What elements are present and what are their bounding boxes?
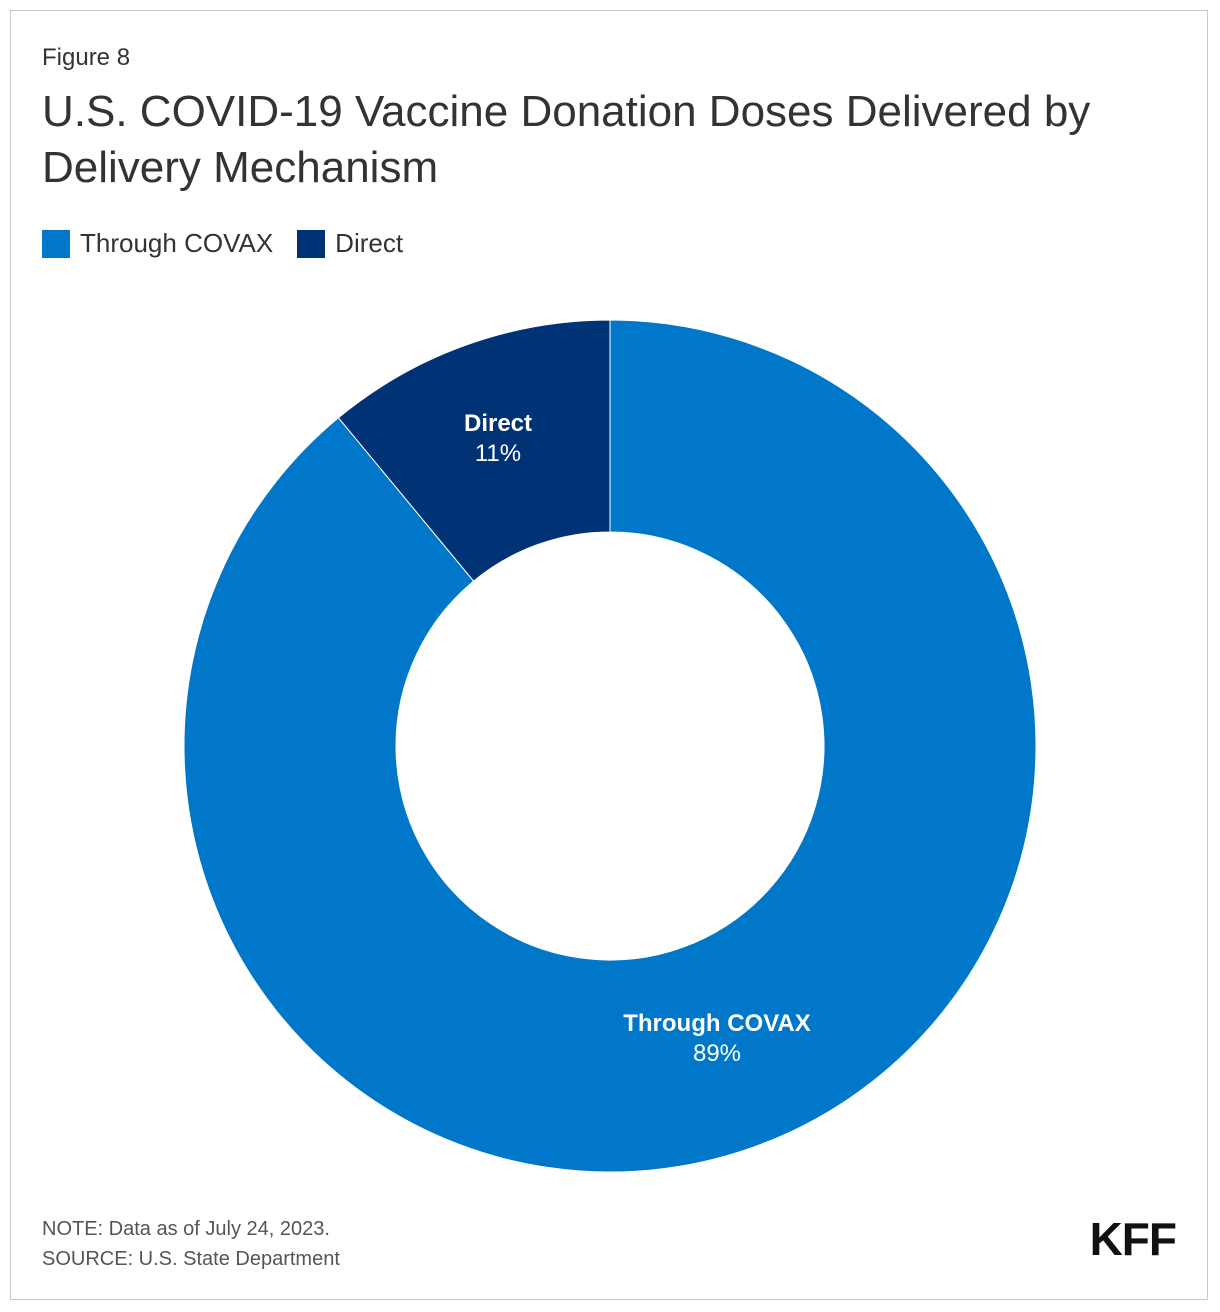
figure-frame	[10, 10, 1208, 1300]
legend-item-through-covax: Through COVAX	[42, 228, 273, 259]
legend-swatch-through-covax	[42, 229, 70, 258]
footer-note: NOTE: Data as of July 24, 2023.	[42, 1218, 330, 1240]
slice-label-through-covax: Through COVAX	[623, 1010, 811, 1037]
legend-swatch-direct	[297, 229, 326, 258]
legend-item-direct: Direct	[297, 228, 403, 259]
slice-label-direct: Direct	[464, 410, 532, 437]
slice-value-direct: 11%	[475, 440, 521, 467]
legend: Through COVAX Direct	[42, 228, 427, 259]
slice-value-through-covax: 89%	[693, 1040, 741, 1067]
figure-label: Figure 8	[42, 44, 131, 71]
footer: NOTE: Data as of July 24, 2023. SOURCE: …	[42, 1214, 340, 1274]
footer-source: SOURCE: U.S. State Department	[42, 1248, 340, 1270]
kff-logo: KFF	[1089, 1213, 1177, 1265]
chart-title: U.S. COVID-19 Vaccine Donation Doses Del…	[42, 87, 1091, 192]
legend-label-direct: Direct	[335, 228, 404, 258]
slice-through-covax	[183, 319, 1037, 1173]
legend-label-through-covax: Through COVAX	[80, 228, 274, 258]
slice-direct	[337, 319, 611, 582]
